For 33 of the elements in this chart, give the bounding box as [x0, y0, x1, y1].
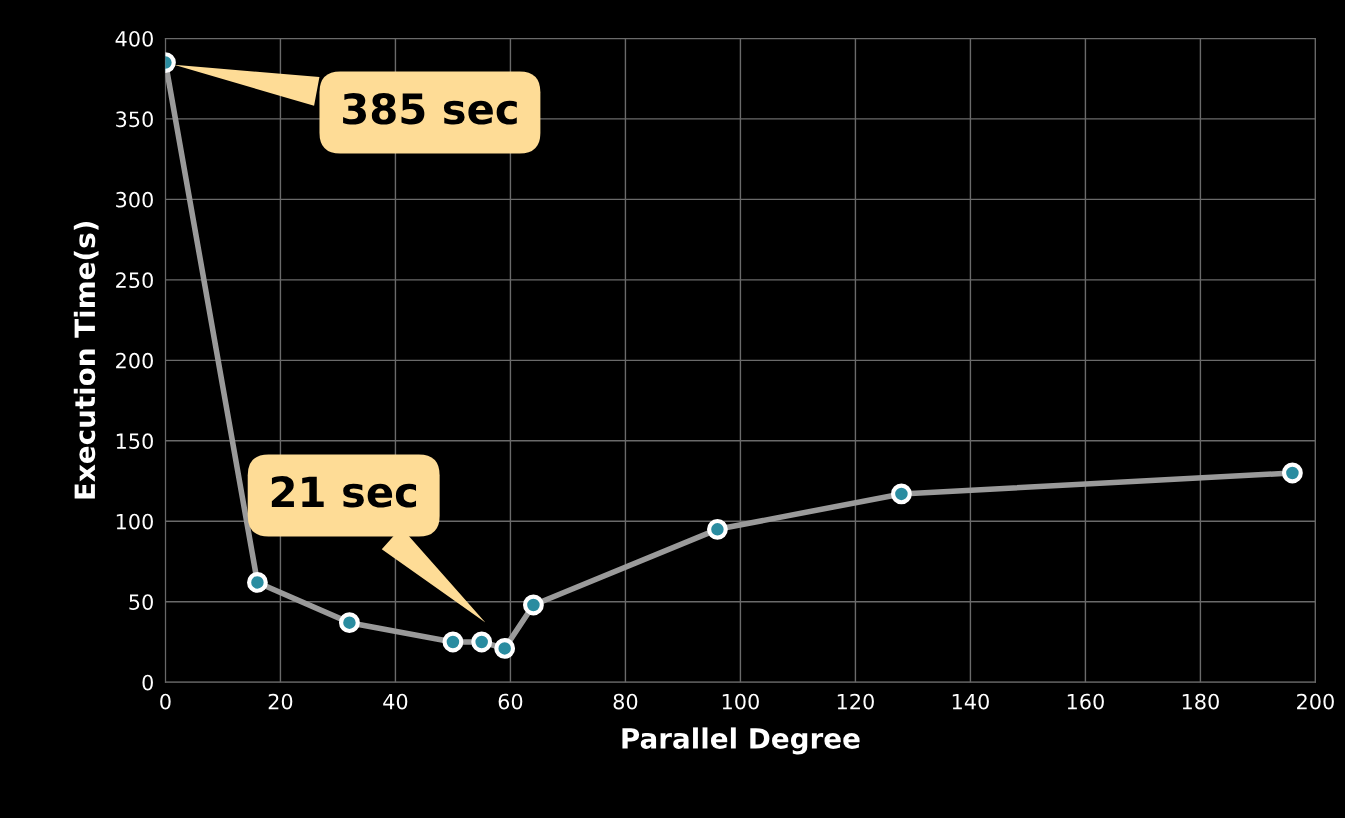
annotation: 385 sec: [343, 93, 517, 125]
y-tick-label: 50: [129, 594, 153, 610]
x-tick-label: 40: [383, 693, 408, 710]
y-tick-label: 350: [116, 111, 153, 128]
y-tick-label: 150: [116, 433, 153, 450]
y-axis-title: Execution Time(s): [73, 221, 99, 499]
point: [707, 518, 728, 540]
point: [247, 572, 268, 593]
x-tick-label: 20: [268, 693, 293, 710]
x-tick-label: 160: [1067, 693, 1104, 710]
annotation: 21 sec: [271, 476, 417, 508]
point: [1281, 462, 1303, 484]
point: [494, 637, 516, 659]
y-tick-label: 200: [116, 352, 153, 369]
point: [442, 631, 464, 653]
x-axis-title: Parallel Degree: [622, 727, 860, 755]
x-tick-label: 200: [1297, 693, 1334, 710]
y-tick-label: 300: [116, 191, 153, 208]
y-tick-label: 250: [116, 272, 153, 289]
x-tick-label: 0: [160, 693, 171, 710]
x-tick-label: 120: [837, 693, 874, 710]
x-tick-label: 140: [952, 693, 989, 710]
y-tick-label: 400: [115, 30, 153, 47]
point: [339, 612, 360, 634]
x-tick-label: 80: [613, 693, 638, 710]
point: [523, 594, 544, 616]
x-tick-label: 180: [1182, 693, 1219, 710]
point: [471, 631, 493, 653]
y-tick-label: 100: [116, 513, 153, 530]
x-tick-label: 60: [498, 693, 523, 710]
x-tick-label: 100: [722, 693, 759, 710]
point: [891, 483, 912, 505]
y-tick-label: 0: [142, 674, 153, 691]
